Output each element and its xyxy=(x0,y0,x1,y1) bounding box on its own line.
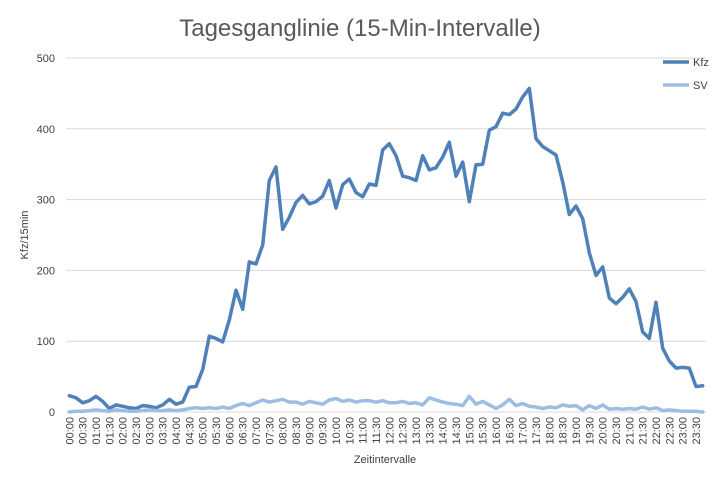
x-tick-label: 15:00 xyxy=(464,417,476,445)
x-tick-label: 08:00 xyxy=(278,417,290,445)
x-tick-label: 22:30 xyxy=(664,417,676,445)
x-tick-label: 04:30 xyxy=(184,417,196,445)
x-tick-label: 20:00 xyxy=(598,417,610,445)
x-tick-label: 23:00 xyxy=(678,417,690,445)
series-line-sv xyxy=(67,394,705,414)
legend-label-kfz: Kfz xyxy=(693,57,709,69)
x-tick-label: 16:00 xyxy=(491,417,503,445)
x-tick-label: 09:00 xyxy=(304,417,316,445)
x-tick-label: 13:00 xyxy=(411,417,423,445)
x-tick-label: 18:30 xyxy=(558,417,570,445)
x-tick-label: 01:30 xyxy=(104,417,116,445)
y-axis-title: Kfz/15min xyxy=(19,211,31,260)
x-tick-label: 08:30 xyxy=(291,417,303,445)
x-tick-label: 13:30 xyxy=(424,417,436,445)
x-tick-label: 10:30 xyxy=(344,417,356,445)
x-tick-label: 05:30 xyxy=(211,417,223,445)
y-tick-label: 100 xyxy=(37,336,55,348)
y-axis-ticks: 0 100 200 300 400 500 xyxy=(37,53,55,419)
legend-label-sv: SV xyxy=(693,80,708,92)
x-axis-ticks: 00:00 00:30 01:00 01:30 02:00 02:30 03:00 03:30… xyxy=(64,417,703,445)
x-tick-label: 02:00 xyxy=(118,417,130,445)
x-tick-label: 16:30 xyxy=(504,417,516,445)
y-tick-label: 500 xyxy=(37,53,55,65)
x-tick-label: 21:00 xyxy=(624,417,636,445)
x-tick-label: 22:00 xyxy=(651,417,663,445)
x-tick-label: 11:00 xyxy=(358,417,370,444)
x-tick-label: 06:30 xyxy=(238,417,250,445)
x-tick-label: 15:30 xyxy=(478,417,490,445)
x-tick-label: 10:00 xyxy=(331,417,343,445)
x-tick-label: 03:00 xyxy=(144,417,156,445)
x-tick-label: 17:00 xyxy=(518,417,530,445)
series-lines xyxy=(67,86,705,414)
x-tick-label: 00:00 xyxy=(64,417,76,445)
x-tick-label: 02:30 xyxy=(131,417,143,445)
x-axis-title: Zeitintervalle xyxy=(354,454,416,466)
chart-title: Tagesganglinie (15-Min-Intervalle) xyxy=(179,15,541,42)
y-tick-label: 0 xyxy=(49,407,55,419)
x-tick-label: 07:00 xyxy=(251,417,263,445)
x-tick-label: 11:30 xyxy=(371,417,383,444)
x-tick-label: 21:30 xyxy=(638,417,650,445)
y-tick-label: 300 xyxy=(37,195,55,207)
x-tick-label: 14:30 xyxy=(451,417,463,445)
y-tick-label: 400 xyxy=(37,124,55,136)
x-tick-label: 19:00 xyxy=(571,417,583,445)
x-tick-label: 05:00 xyxy=(198,417,210,445)
legend: Kfz SV xyxy=(663,57,709,92)
y-tick-label: 200 xyxy=(37,265,55,277)
x-tick-label: 19:30 xyxy=(584,417,596,445)
x-tick-label: 23:30 xyxy=(691,417,703,445)
x-tick-label: 03:30 xyxy=(158,417,170,445)
x-tick-label: 00:30 xyxy=(78,417,90,445)
x-tick-label: 04:00 xyxy=(171,417,183,445)
series-line-kfz xyxy=(67,86,705,411)
x-tick-label: 06:00 xyxy=(224,417,236,445)
x-tick-label: 18:00 xyxy=(544,417,556,445)
x-tick-label: 12:30 xyxy=(398,417,410,445)
x-tick-label: 14:00 xyxy=(438,417,450,445)
x-tick-label: 07:30 xyxy=(264,417,276,445)
x-tick-label: 01:00 xyxy=(91,417,103,445)
x-tick-label: 17:30 xyxy=(531,417,543,445)
x-tick-label: 12:00 xyxy=(384,417,396,445)
x-tick-label: 20:30 xyxy=(611,417,623,445)
x-tick-label: 09:30 xyxy=(318,417,330,445)
